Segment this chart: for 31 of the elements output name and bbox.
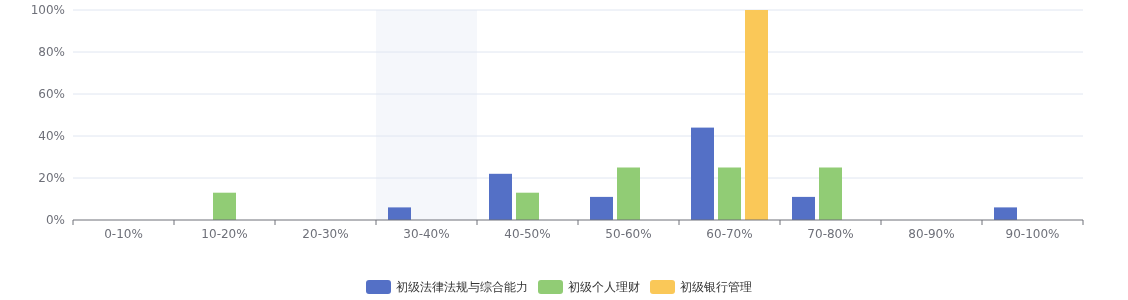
bar — [819, 167, 842, 220]
legend-label: 初级个人理财 — [568, 280, 640, 294]
legend-label: 初级法律法规与综合能力 — [396, 280, 528, 294]
bar — [590, 196, 613, 220]
bar — [489, 173, 512, 220]
bar — [691, 127, 714, 220]
x-tick-label: 50-60% — [605, 227, 652, 241]
x-tick-label: 0-10% — [104, 227, 143, 241]
x-tick-label: 30-40% — [403, 227, 450, 241]
x-tick-label: 20-30% — [302, 227, 349, 241]
x-tick-label: 90-100% — [1005, 227, 1060, 241]
bar — [718, 167, 741, 220]
x-tick-label: 10-20% — [201, 227, 248, 241]
bar — [792, 196, 815, 220]
x-tick-label: 40-50% — [504, 227, 551, 241]
bar — [617, 167, 640, 220]
y-tick-label: 100% — [30, 3, 65, 17]
y-tick-label: 20% — [38, 171, 65, 185]
bar — [213, 192, 236, 220]
bar — [388, 207, 411, 220]
x-tick-label: 80-90% — [908, 227, 955, 241]
y-tick-label: 0% — [45, 213, 65, 227]
bar — [745, 10, 768, 220]
y-tick-label: 80% — [38, 45, 65, 59]
legend-label: 初级银行管理 — [680, 280, 752, 294]
y-tick-label: 40% — [38, 129, 65, 143]
x-tick-label: 60-70% — [706, 227, 753, 241]
bar — [516, 192, 539, 220]
bar — [994, 207, 1017, 220]
x-tick-label: 70-80% — [807, 227, 854, 241]
y-tick-label: 60% — [38, 87, 65, 101]
